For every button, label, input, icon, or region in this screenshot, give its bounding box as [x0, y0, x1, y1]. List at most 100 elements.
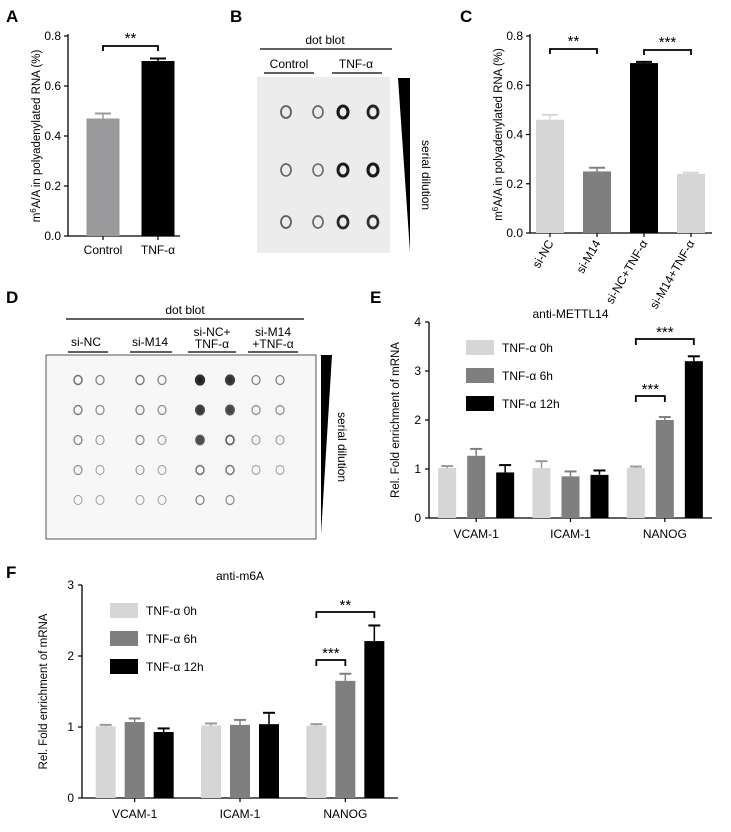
y-tick-label: 1 [67, 720, 74, 734]
bar [259, 724, 279, 798]
y-tick-label: 0.2 [506, 177, 523, 191]
legend-label: TNF-α 12h [502, 397, 560, 411]
blot-d-dot [251, 404, 261, 416]
bar [335, 680, 356, 798]
legend-swatch [466, 396, 494, 411]
blot-d-group-sinc-plus: si-NC+ [193, 325, 230, 339]
blot-d-dot [73, 464, 83, 476]
legend-swatch [110, 631, 138, 646]
significance-bracket [315, 659, 347, 666]
bar [201, 725, 221, 798]
significance-bracket [102, 45, 159, 51]
blot-d-dot [225, 404, 235, 416]
blot-d-dot [95, 434, 105, 446]
chart-title: anti-METTL14 [532, 307, 608, 321]
y-axis-label: m6A/A in polyadenylated RNA (%) [491, 48, 505, 221]
blot-d-group-sim14-plus: si-M14 [255, 325, 291, 339]
x-tick-label: VCAM-1 [453, 527, 499, 541]
blot-d-dot [195, 464, 205, 476]
legend-swatch [110, 603, 138, 618]
blot-d-dot [251, 374, 261, 386]
significance-bracket [634, 395, 666, 402]
significance-bracket [634, 338, 695, 345]
panel-letter-e: E [370, 288, 381, 307]
legend-label: TNF-α 0h [146, 604, 197, 618]
bar [438, 468, 457, 518]
bar [684, 361, 703, 518]
y-tick-label: 0.8 [506, 29, 523, 43]
significance-label: *** [659, 34, 677, 51]
x-tick-label: si-M14 [573, 237, 603, 275]
blot-b-dot [312, 163, 324, 177]
bar [626, 468, 645, 518]
blot-d-dot [135, 495, 145, 505]
significance-label: *** [322, 645, 340, 662]
blot-b-dilution-wedge [398, 78, 410, 252]
blot-d-dot [225, 464, 235, 476]
bar [536, 119, 564, 233]
x-tick-label: si-M14+TNF-α [647, 237, 698, 311]
y-tick-label: 0.4 [506, 128, 523, 142]
y-axis-label: m6A/A in polyadenylated RNA (%) [29, 50, 43, 223]
blot-b-dot [366, 104, 380, 120]
y-tick-label: 0.0 [44, 229, 61, 243]
blot-b-dot [366, 214, 380, 230]
blot-d-dot [194, 404, 206, 416]
bar [364, 641, 385, 798]
x-tick-label: TNF-α [141, 243, 175, 257]
blot-b-dot [280, 105, 292, 119]
y-tick-label: 0.6 [44, 79, 61, 93]
blot-b-dot [336, 162, 350, 178]
blot-b-dots [280, 104, 380, 230]
significance-label: *** [656, 324, 674, 341]
blot-d-dot [225, 434, 235, 446]
bar [496, 472, 515, 518]
blot-d-dot [251, 465, 261, 475]
significance-bracket [549, 48, 598, 54]
blot-b-dot [312, 105, 324, 119]
x-tick-label: si-NC+TNF-α [603, 237, 651, 306]
y-axis-label: Rel. Fold enrichment of mRNA [390, 342, 402, 498]
blot-d-dot [275, 434, 285, 446]
significance-label: ** [339, 597, 351, 614]
bar [153, 731, 174, 798]
bar [467, 455, 486, 518]
blot-b-serial-dilution-label: serial dilution [419, 140, 433, 210]
y-tick-label: 0 [414, 511, 421, 525]
blot-d-dot [275, 465, 285, 475]
blot-b-dot [280, 215, 292, 229]
blot-d-serial-dilution-label: serial dilution [335, 412, 349, 482]
y-tick-label: 3 [67, 578, 74, 592]
bar [590, 474, 609, 518]
x-tick-label: NANOG [643, 527, 687, 541]
significance-label: ** [568, 33, 580, 50]
legend-label: TNF-α 0h [502, 341, 553, 355]
blot-d-dot [224, 374, 236, 386]
blot-d-dot [195, 494, 205, 506]
bar [230, 724, 250, 798]
blot-d-dot [157, 465, 167, 475]
y-tick-label: 4 [414, 315, 421, 329]
bar [141, 61, 175, 236]
blot-d-dot [275, 404, 285, 416]
blot-d-dot [95, 404, 105, 416]
blot-d-dot [194, 374, 206, 386]
y-tick-label: 2 [414, 413, 421, 427]
blot-d-dilution-wedge [321, 355, 332, 534]
bar [655, 420, 674, 518]
blot-b-group-tnf: TNF-α [339, 57, 373, 71]
blot-b-group-control: Control [270, 57, 309, 71]
blot-d-dot [95, 495, 105, 505]
chart-title: anti-m6A [216, 569, 264, 583]
bar [583, 171, 611, 233]
significance-label: ** [125, 30, 137, 47]
panel-letter-a: A [6, 7, 18, 26]
bar [306, 725, 327, 798]
x-tick-label: ICAM-1 [550, 527, 591, 541]
blot-d-group-tnf-2: +TNF-α [252, 337, 293, 351]
chart-e: anti-METTL14 0 1 2 3 4 Rel. Fold enrichment of… [390, 307, 712, 541]
panel-letter-b: B [230, 7, 242, 26]
panel-b-dot-blot: dot blot Control TNF-α serial dilution [257, 33, 433, 253]
